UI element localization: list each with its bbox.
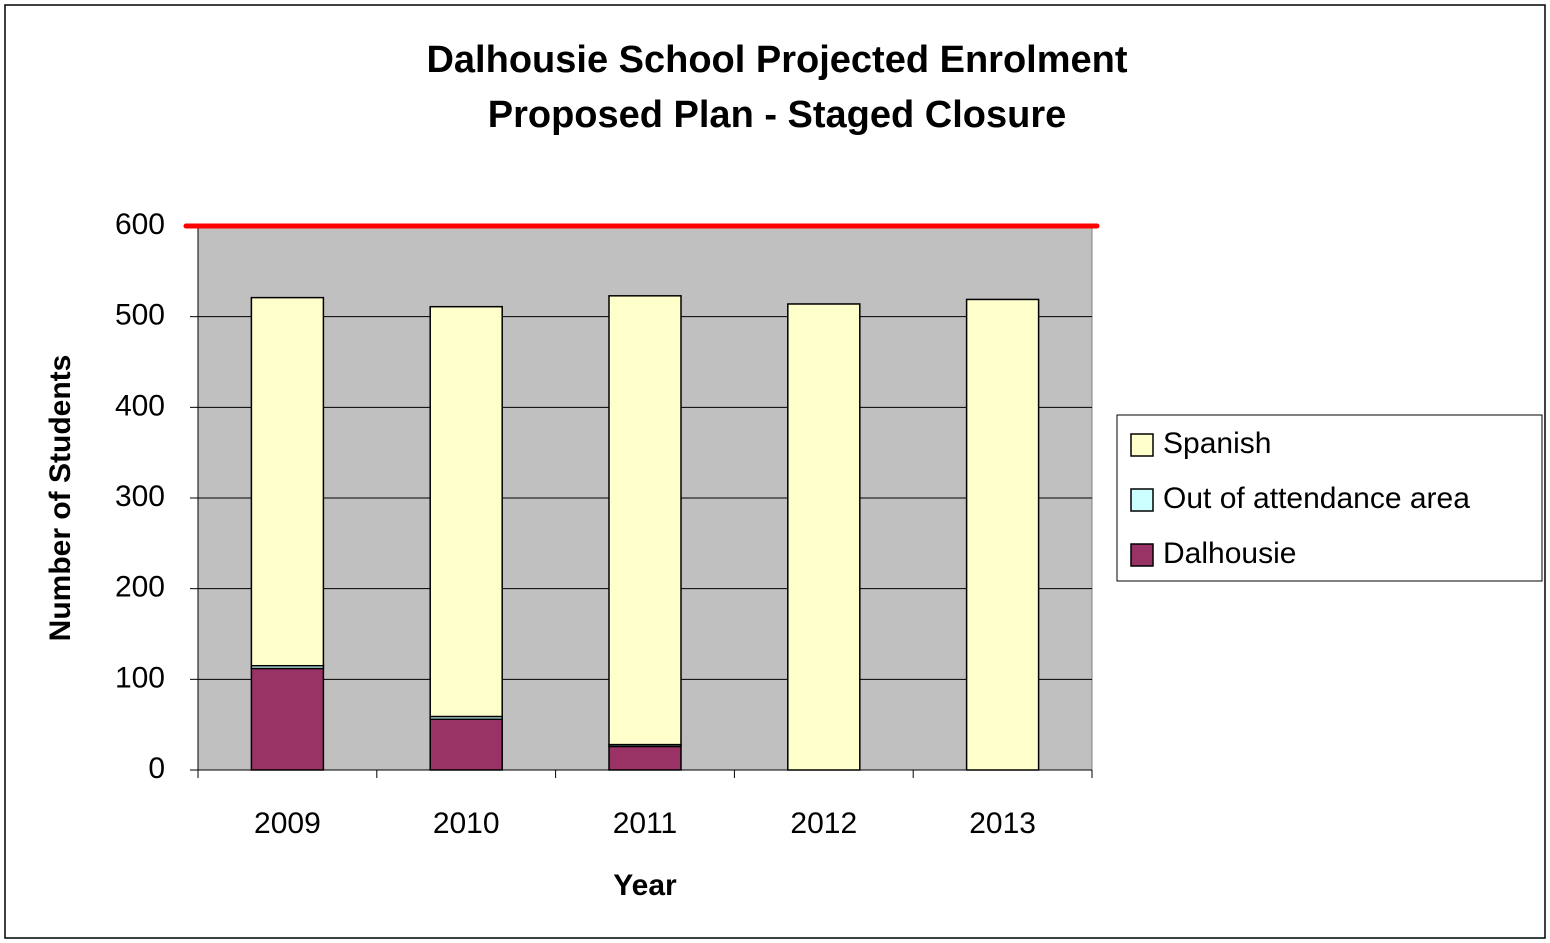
y-axis-title: Number of Students (44, 355, 77, 642)
y-tick-label: 200 (115, 571, 165, 604)
bar-segment (608, 295, 682, 746)
legend-label: Spanish (1163, 427, 1271, 460)
x-tick-label: 2009 (254, 807, 321, 840)
bar-segment (608, 745, 682, 771)
legend-box (1116, 414, 1543, 582)
chart-subtitle: Proposed Plan - Staged Closure (488, 94, 1067, 136)
x-tick-label: 2010 (433, 807, 500, 840)
legend-label: Dalhousie (1163, 537, 1296, 570)
chart-title: Dalhousie School Projected Enrolment (426, 39, 1127, 81)
y-tick-label: 300 (115, 480, 165, 513)
legend-label: Out of attendance area (1163, 482, 1470, 515)
bar-segment (429, 718, 503, 771)
bar-segment (250, 667, 325, 771)
x-tick-label: 2011 (613, 807, 678, 840)
legend-swatch (1130, 433, 1154, 457)
y-tick-label: 500 (115, 299, 165, 332)
bar-segment (429, 305, 503, 718)
x-tick-label: 2012 (790, 807, 857, 840)
bar-segment (250, 296, 325, 667)
y-tick-label: 400 (115, 389, 165, 422)
y-tick-label: 600 (115, 208, 165, 241)
y-tick-label: 0 (148, 752, 165, 785)
y-tick-label: 100 (115, 661, 165, 694)
legend-swatch (1130, 543, 1154, 567)
bar-segment (787, 303, 861, 771)
x-tick-label: 2013 (969, 807, 1036, 840)
x-axis-title: Year (613, 869, 677, 902)
bar-segment (965, 298, 1040, 771)
legend-swatch (1130, 488, 1154, 512)
